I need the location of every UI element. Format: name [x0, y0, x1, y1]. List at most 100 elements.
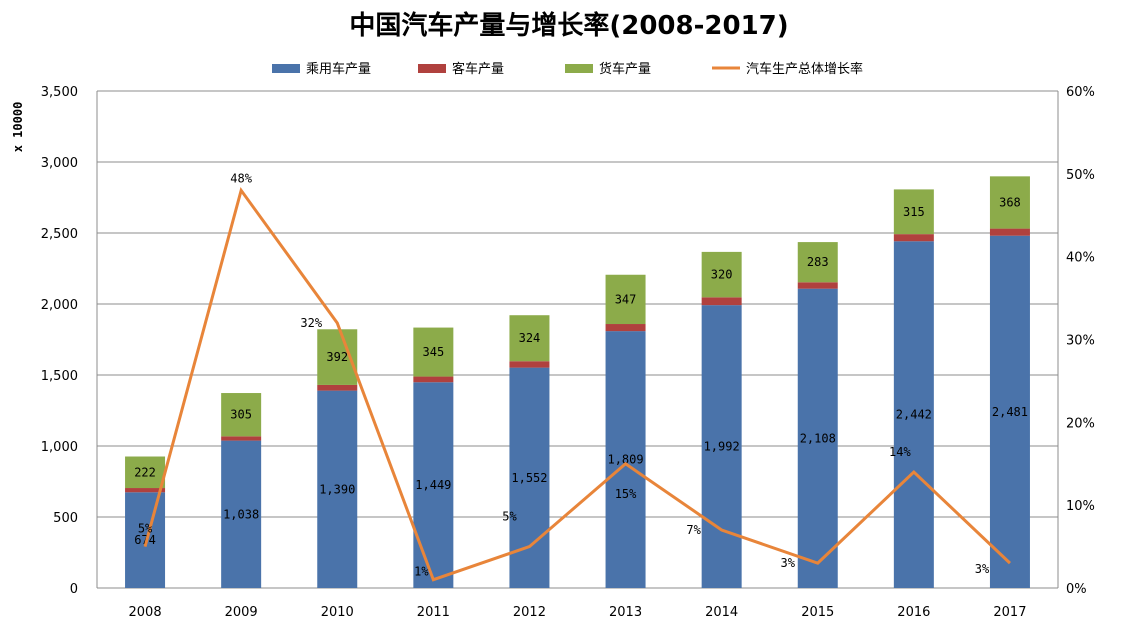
bar-data-label: 2,442 — [896, 408, 932, 422]
bar-segment — [509, 361, 550, 368]
y2-tick-label: 60% — [1066, 85, 1095, 100]
x-axis: 2008 2009 2010 2011 2012 2013 2014 2015 2016 2017 — [129, 605, 1027, 620]
growth-rate-label: 48% — [230, 171, 252, 185]
bar-data-label: 1,038 — [223, 507, 259, 521]
bars: 674 222 1,038 305 1,390 392 1,449 345 1,552 324 1,… — [125, 176, 1030, 588]
y-tick-label: 0 — [70, 582, 78, 597]
bar-segment — [413, 382, 454, 588]
bar-segment — [605, 331, 646, 588]
bar-data-label: 368 — [999, 195, 1021, 209]
y2-tick-label: 50% — [1066, 168, 1095, 183]
bar-segment — [317, 390, 358, 588]
legend-label: 乘用车产量 — [306, 61, 371, 77]
bar-data-label: 1,390 — [319, 482, 355, 496]
x-tick-label: 2011 — [417, 605, 450, 620]
legend: 乘用车产量 客车产量 货车产量 汽车生产总体增长率 — [272, 61, 863, 77]
bar-data-label: 1,449 — [415, 478, 451, 492]
growth-rate-label: 3% — [975, 562, 990, 576]
bar-segment — [221, 393, 262, 437]
x-tick-label: 2012 — [513, 605, 546, 620]
y2-tick-label: 10% — [1066, 499, 1095, 514]
bar-segment — [893, 234, 934, 242]
bar-segment — [893, 241, 934, 588]
bar-segment — [797, 288, 838, 588]
y2-tick-label: 40% — [1066, 251, 1095, 266]
x-tick-label: 2017 — [993, 605, 1026, 620]
bar-segment — [221, 440, 262, 588]
growth-rate-label: 32% — [300, 316, 322, 330]
bar-data-label: 2,108 — [800, 431, 836, 445]
growth-rate-label: 5% — [502, 510, 517, 524]
legend-swatch — [272, 64, 300, 73]
bar-segment — [989, 228, 1030, 236]
y2-tick-label: 30% — [1066, 334, 1095, 349]
bar-data-label: 305 — [230, 408, 252, 422]
bar-data-label: 1,992 — [704, 440, 740, 454]
bar-segment — [701, 305, 742, 588]
bar-segment — [701, 251, 742, 298]
y-axis-right: 0% 10% 20% 30% 40% 50% 60% — [1066, 85, 1095, 597]
legend-swatch — [565, 64, 593, 73]
y2-tick-label: 0% — [1066, 582, 1087, 597]
bar-data-label: 347 — [615, 292, 637, 306]
y-tick-label: 1,500 — [41, 369, 78, 384]
growth-line: 5% 48% 32% 1% 5% 15% 7% 3% 14% 3% — [138, 171, 1011, 582]
legend-swatch — [418, 64, 446, 73]
chart-title: 中国汽车产量与增长率(2008-2017) — [349, 10, 788, 41]
bar-data-label: 315 — [903, 205, 925, 219]
bar-data-label: 324 — [519, 331, 541, 345]
bar-data-label: 674 — [134, 533, 156, 547]
bar-segment — [125, 488, 166, 493]
growth-rate-label: 3% — [781, 556, 796, 570]
y-axis-title: x 10000 — [11, 102, 25, 153]
bar-segment — [317, 384, 358, 391]
y2-tick-label: 20% — [1066, 416, 1095, 431]
growth-rate-label: 7% — [686, 523, 701, 537]
growth-rate-label: 15% — [615, 487, 637, 501]
bar-segment — [701, 297, 742, 306]
x-tick-label: 2013 — [609, 605, 642, 620]
x-tick-label: 2015 — [801, 605, 834, 620]
legend-label: 客车产量 — [452, 61, 504, 77]
bar-segment — [125, 456, 166, 489]
y-tick-label: 2,000 — [41, 298, 78, 313]
x-tick-label: 2014 — [705, 605, 738, 620]
growth-rate-label: 1% — [414, 565, 429, 579]
bar-data-label: 345 — [423, 345, 445, 359]
bar-segment — [413, 376, 454, 383]
y-tick-label: 500 — [53, 511, 78, 526]
x-tick-label: 2016 — [897, 605, 930, 620]
x-tick-label: 2008 — [129, 605, 162, 620]
y-tick-label: 3,500 — [41, 85, 78, 100]
bar-segment — [893, 189, 934, 235]
y-tick-label: 1,000 — [41, 440, 78, 455]
bar-data-label: 222 — [134, 465, 156, 479]
bar-data-label: 320 — [711, 268, 733, 282]
y-tick-label: 2,500 — [41, 227, 78, 242]
y-axis-left: 0 500 1,000 1,500 2,000 2,500 3,000 3,500 — [41, 85, 78, 597]
bar-segment — [797, 242, 838, 283]
bar-segment — [797, 282, 838, 289]
legend-label: 汽车生产总体增长率 — [746, 61, 863, 77]
x-tick-label: 2010 — [321, 605, 354, 620]
y-tick-label: 3,000 — [41, 156, 78, 171]
growth-rate-label: 14% — [889, 445, 911, 459]
bar-segment — [989, 176, 1030, 229]
bar-data-label: 1,552 — [511, 471, 547, 485]
growth-rate-label: 5% — [138, 522, 153, 536]
bar-segment — [509, 315, 550, 362]
bar-segment — [989, 235, 1030, 588]
bar-data-label: 392 — [326, 350, 348, 364]
bar-segment — [413, 327, 454, 377]
bar-data-label: 2,481 — [992, 405, 1028, 419]
bar-segment — [125, 492, 166, 588]
bar-segment — [605, 274, 646, 325]
bar-segment — [605, 324, 646, 332]
legend-label: 货车产量 — [599, 61, 651, 77]
bar-segment — [221, 436, 262, 441]
bar-data-label: 283 — [807, 255, 829, 269]
growth-rate-line — [143, 186, 1011, 582]
x-tick-label: 2009 — [225, 605, 258, 620]
bar-data-label: 1,809 — [607, 453, 643, 467]
